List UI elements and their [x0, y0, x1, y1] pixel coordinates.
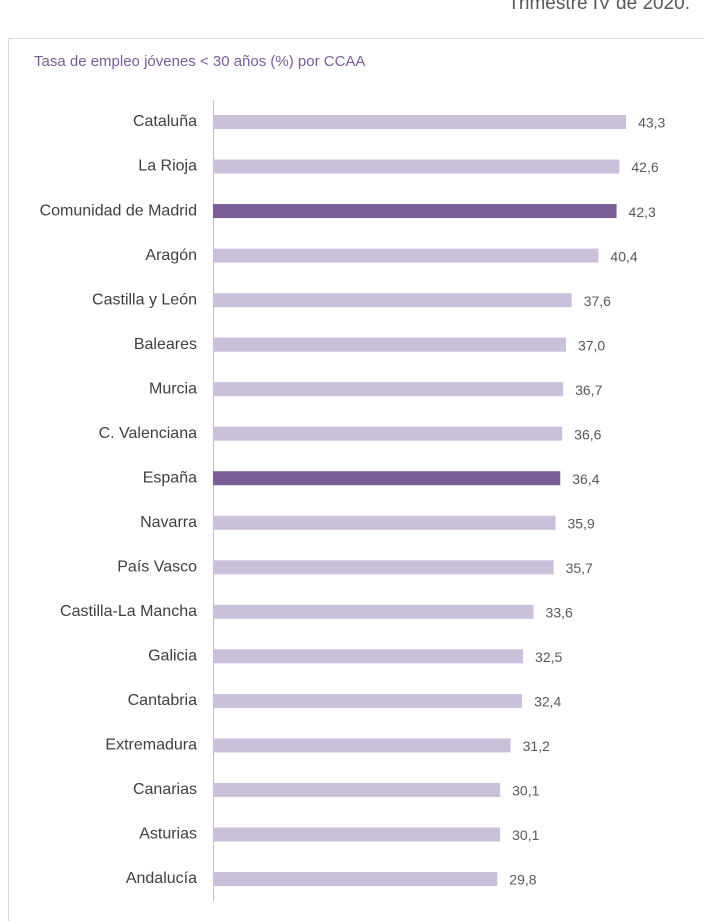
- bar: [213, 471, 561, 486]
- bar: [213, 337, 566, 352]
- bar: [213, 693, 523, 708]
- y-tick-label: Comunidad de Madrid: [40, 202, 197, 219]
- chart-frame: [8, 38, 704, 921]
- bar: [213, 204, 617, 219]
- bar: [213, 293, 572, 308]
- data-label: 33,6: [546, 605, 573, 621]
- data-label: 30,1: [512, 783, 539, 799]
- data-label: 30,1: [512, 827, 539, 843]
- bar: [213, 604, 534, 619]
- data-label: 37,6: [584, 293, 611, 309]
- chart-subtitle: Trimestre IV de 2020.: [508, 0, 690, 14]
- bar: [213, 426, 563, 441]
- y-tick-label: Cantabria: [128, 692, 197, 709]
- y-tick-label: España: [143, 469, 197, 486]
- bar: [213, 248, 599, 263]
- data-label: 35,9: [567, 515, 594, 531]
- data-label: 37,0: [578, 337, 605, 353]
- y-tick-label: Asturias: [139, 826, 197, 843]
- bar: [213, 560, 554, 575]
- bar: [213, 738, 511, 753]
- data-label: 32,5: [535, 649, 562, 665]
- bar: [213, 515, 556, 530]
- data-label: 42,3: [629, 204, 656, 220]
- bar: [213, 159, 620, 174]
- data-label: 36,6: [574, 426, 601, 442]
- y-tick-label: Canarias: [133, 781, 197, 798]
- bar: [213, 382, 564, 397]
- y-tick-label: Extremadura: [105, 737, 197, 754]
- y-tick-label: Murcia: [149, 380, 197, 397]
- data-label: 31,2: [523, 738, 550, 754]
- chart-title: Tasa de empleo jóvenes < 30 años (%) por…: [34, 53, 365, 70]
- bar: [213, 872, 498, 887]
- bar: [213, 827, 501, 842]
- data-label: 43,3: [638, 115, 665, 131]
- data-label: 32,4: [534, 694, 561, 710]
- data-label: 40,4: [610, 248, 637, 264]
- bar: [213, 115, 627, 129]
- y-tick-label: C. Valenciana: [99, 425, 198, 442]
- y-tick-label: Cataluña: [133, 113, 197, 130]
- y-tick-label: País Vasco: [117, 559, 197, 576]
- bar: [213, 649, 524, 664]
- bar: [213, 782, 501, 797]
- y-tick-label: Andalucía: [126, 870, 197, 887]
- y-tick-label: Castilla-La Mancha: [60, 603, 197, 620]
- y-tick-label: Aragón: [145, 247, 197, 264]
- data-label: 42,6: [631, 159, 658, 175]
- data-label: 36,7: [575, 382, 602, 398]
- data-label: 29,8: [509, 872, 536, 888]
- y-tick-label: La Rioja: [138, 158, 197, 175]
- data-label: 36,4: [572, 471, 599, 487]
- y-tick-label: Navarra: [140, 514, 197, 531]
- y-tick-label: Baleares: [134, 336, 197, 353]
- data-label: 35,7: [566, 560, 593, 576]
- y-tick-label: Galicia: [148, 648, 197, 665]
- y-tick-label: Castilla y León: [92, 291, 197, 308]
